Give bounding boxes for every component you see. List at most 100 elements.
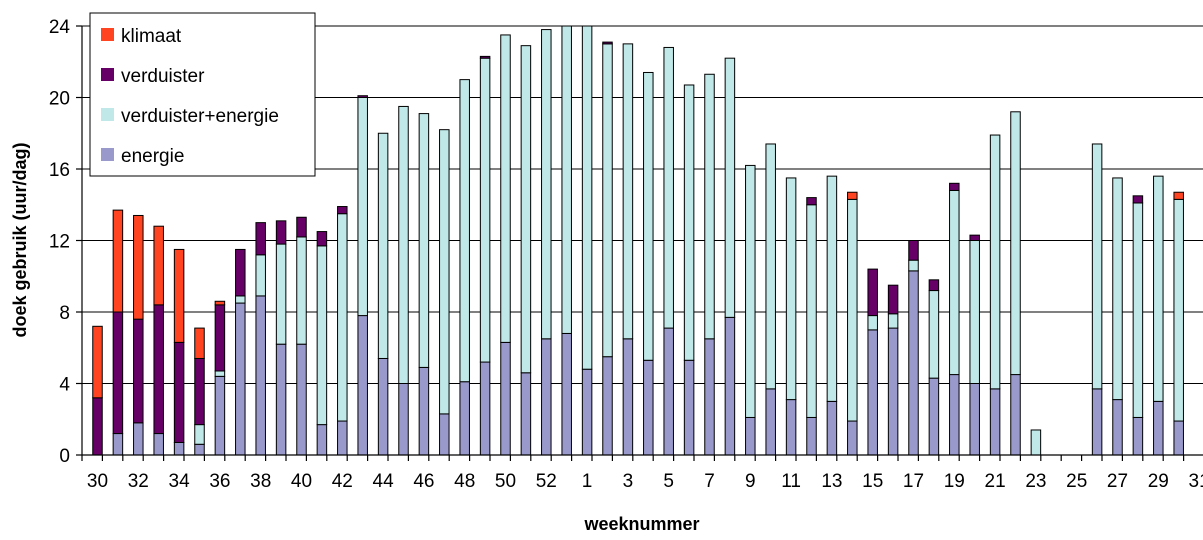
x-tick-label: 13 bbox=[821, 471, 842, 492]
y-tick-label: 20 bbox=[49, 89, 70, 110]
x-tick-label: 21 bbox=[985, 471, 1006, 492]
bar-verduister-energie-16 bbox=[867, 315, 878, 331]
bar-energie-42 bbox=[337, 420, 348, 456]
bar-energie-22 bbox=[989, 388, 1001, 456]
bar-energie-41 bbox=[316, 424, 328, 456]
bar-energie-18 bbox=[908, 270, 919, 456]
legend-label-energie: energie bbox=[121, 146, 184, 167]
bar-energie-33 bbox=[153, 433, 164, 456]
bar-energie-35 bbox=[194, 443, 205, 456]
bar-energie-46 bbox=[418, 366, 430, 456]
x-tick-label: 23 bbox=[1025, 471, 1046, 492]
bar-verduister-energie-39 bbox=[275, 243, 287, 345]
bar-verduister-energie-12 bbox=[785, 177, 797, 401]
bar-verduister-energie-41 bbox=[316, 245, 328, 426]
bar-verduister-energie-52 bbox=[541, 29, 552, 340]
bar-energie-8 bbox=[704, 338, 715, 456]
bar-energie-12 bbox=[785, 399, 797, 456]
x-tick-label: 25 bbox=[1066, 471, 1087, 492]
bar-verduister-energie-48 bbox=[459, 79, 470, 383]
legend-swatch-verduister-energie bbox=[101, 108, 114, 121]
bar-verduister-42 bbox=[337, 206, 348, 215]
bar-energie-44 bbox=[377, 357, 389, 456]
bar-verduister-energie-30 bbox=[1153, 175, 1164, 402]
bar-energie-27 bbox=[1091, 388, 1103, 456]
bar-verduister-energie-14 bbox=[826, 175, 838, 402]
bar-energie-49 bbox=[479, 361, 491, 456]
bar-energie-48 bbox=[459, 381, 470, 456]
bar-energie-9 bbox=[724, 316, 736, 456]
bar-verduister-16 bbox=[867, 268, 878, 317]
bar-verduister-energie-7 bbox=[683, 84, 695, 361]
bar-energie-13 bbox=[806, 416, 817, 456]
bar-verduister-43 bbox=[357, 95, 368, 99]
x-tick-label: 17 bbox=[903, 471, 924, 492]
x-tick-labels: 30 32 34 36 38 40 42 44 46 48 50 52 1 3 5 7 9 11 13 15 17 19 2… bbox=[87, 471, 1203, 492]
bar-verduister-20 bbox=[949, 182, 960, 191]
bar-verduister-energie-46 bbox=[418, 113, 430, 368]
bar-energie-34 bbox=[173, 441, 185, 456]
x-tick-label: 30 bbox=[87, 471, 108, 492]
bar-verduister-energie-45 bbox=[398, 105, 409, 384]
bar-energie-16 bbox=[867, 329, 878, 456]
bar-verduister-energie-11 bbox=[765, 143, 776, 390]
bar-energie-45 bbox=[398, 383, 409, 456]
bar-energie-10 bbox=[745, 416, 756, 456]
bar-energie-47 bbox=[439, 413, 450, 456]
bar-verduister-49 bbox=[479, 55, 491, 59]
legend-box bbox=[89, 12, 316, 177]
x-tick-label: 27 bbox=[1107, 471, 1128, 492]
bar-verduister-31 bbox=[112, 311, 124, 435]
y-tick-label: 12 bbox=[49, 232, 70, 253]
bar-verduister-38 bbox=[255, 222, 266, 256]
bar-energie-14 bbox=[826, 400, 838, 456]
bar-verduister-energie-47 bbox=[439, 129, 450, 415]
bar-verduister-energie-18 bbox=[908, 259, 919, 272]
bar-verduister-energie-28 bbox=[1112, 177, 1123, 401]
legend-label-verduister: verduister bbox=[121, 66, 205, 87]
bar-energie-1 bbox=[561, 332, 572, 456]
bar-klimaat-32 bbox=[133, 214, 144, 320]
bar-verduister-energie-21 bbox=[969, 240, 980, 384]
bar-verduister-energie-22 bbox=[989, 134, 1001, 390]
bar-klimaat-35 bbox=[194, 327, 205, 359]
bar-verduister-energie-4 bbox=[622, 43, 634, 340]
bar-verduister-energie-2 bbox=[581, 25, 593, 370]
bar-energie-50 bbox=[500, 341, 511, 456]
x-tick-label: 40 bbox=[291, 471, 312, 492]
x-tick-label: 1 bbox=[582, 471, 593, 492]
bar-energie-19 bbox=[928, 377, 940, 456]
bar-verduister-35 bbox=[194, 357, 205, 426]
bar-energie-4 bbox=[622, 338, 634, 456]
bar-verduister-energie-9 bbox=[724, 57, 736, 318]
bar-verduister-40 bbox=[296, 216, 307, 238]
bar-verduister-energie-43 bbox=[357, 97, 368, 317]
bar-energie-28 bbox=[1112, 399, 1123, 456]
bar-energie-52 bbox=[541, 338, 552, 456]
y-tick-label: 0 bbox=[59, 446, 70, 467]
bar-verduister-33 bbox=[153, 304, 164, 435]
x-tick-label: 19 bbox=[944, 471, 965, 492]
bar-energie-43 bbox=[357, 315, 368, 456]
bar-klimaat-15 bbox=[847, 191, 858, 200]
x-tick-label: 50 bbox=[495, 471, 516, 492]
bar-verduister-13 bbox=[806, 197, 817, 206]
bar-energie-2 bbox=[581, 368, 593, 456]
x-tick-label: 52 bbox=[536, 471, 557, 492]
legend-label-verduister-energie: verduister+energie bbox=[121, 106, 279, 127]
bar-verduister-energie-8 bbox=[704, 73, 715, 340]
legend-swatch-klimaat bbox=[101, 28, 114, 41]
bar-energie-36 bbox=[214, 375, 226, 456]
bar-energie-31 bbox=[112, 433, 124, 456]
bar-verduister-energie-40 bbox=[296, 236, 307, 345]
bar-klimaat-33 bbox=[153, 225, 164, 306]
y-tick-label: 4 bbox=[59, 375, 70, 396]
bar-klimaat-31 bbox=[1173, 191, 1184, 200]
bar-energie-20 bbox=[949, 374, 960, 456]
bar-klimaat-36 bbox=[214, 300, 226, 306]
bar-verduister-energie-13 bbox=[806, 204, 817, 418]
bar-verduister-energie-5 bbox=[643, 71, 654, 361]
bar-verduister-energie-20 bbox=[949, 189, 960, 376]
y-tick-label: 16 bbox=[49, 160, 70, 181]
bar-verduister-34 bbox=[173, 341, 185, 443]
